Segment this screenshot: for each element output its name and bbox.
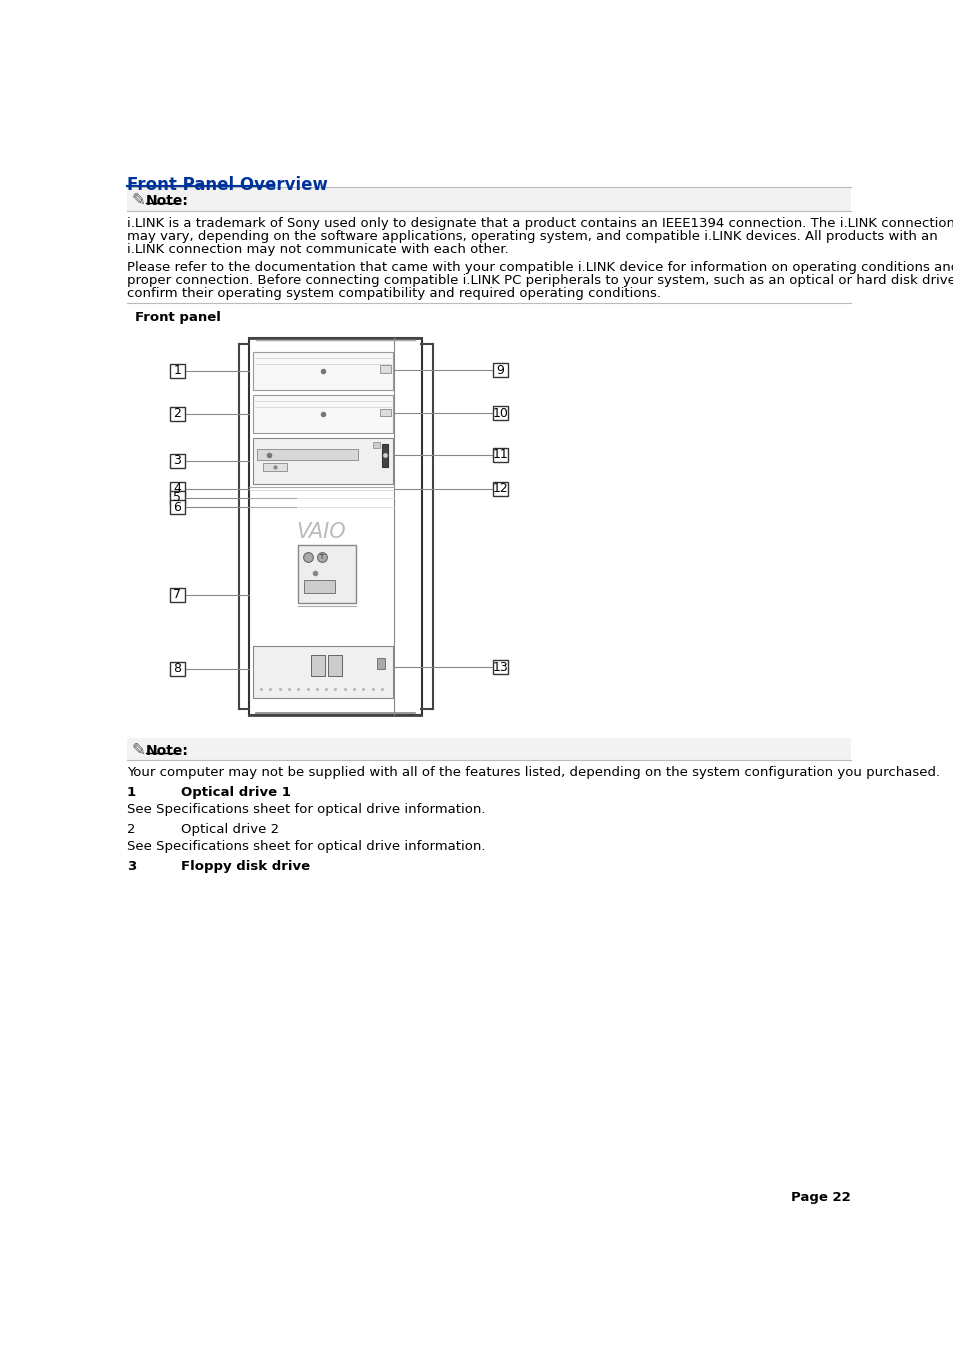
- Bar: [170, 490, 185, 505]
- Bar: [493, 407, 508, 420]
- Bar: [170, 662, 185, 676]
- Bar: [493, 363, 508, 377]
- Bar: [253, 351, 393, 390]
- Text: 2: 2: [127, 823, 135, 836]
- Bar: [170, 662, 185, 676]
- Bar: [493, 407, 508, 420]
- Bar: [263, 463, 286, 471]
- Text: 7: 7: [173, 588, 181, 601]
- Text: VAIO: VAIO: [296, 521, 346, 542]
- Bar: [170, 500, 185, 513]
- Bar: [170, 588, 185, 601]
- Text: See Specifications sheet for optical drive information.: See Specifications sheet for optical dri…: [127, 802, 485, 816]
- Bar: [170, 363, 185, 378]
- Bar: [127, 738, 850, 759]
- Bar: [249, 338, 421, 715]
- Text: 6: 6: [173, 501, 181, 513]
- Bar: [373, 442, 380, 447]
- Text: 3: 3: [173, 454, 181, 467]
- Text: may vary, depending on the software applications, operating system, and compatib: may vary, depending on the software appl…: [127, 230, 937, 243]
- Bar: [493, 447, 508, 462]
- Bar: [380, 365, 391, 373]
- Text: See Specifications sheet for optical drive information.: See Specifications sheet for optical dri…: [127, 840, 485, 852]
- Text: 10: 10: [492, 407, 508, 420]
- Text: Note:: Note:: [146, 193, 189, 208]
- Text: Note:: Note:: [146, 744, 189, 758]
- Text: 11: 11: [492, 449, 508, 461]
- Text: T: T: [319, 554, 323, 561]
- Bar: [170, 482, 185, 496]
- Text: 13: 13: [492, 661, 508, 674]
- Bar: [170, 407, 185, 422]
- Text: Optical drive 2: Optical drive 2: [181, 823, 279, 836]
- Bar: [170, 454, 185, 467]
- Text: 1: 1: [173, 365, 181, 377]
- Bar: [381, 444, 388, 467]
- Text: 1: 1: [127, 786, 136, 798]
- Text: 4: 4: [173, 482, 181, 494]
- Text: 12: 12: [492, 482, 508, 494]
- Bar: [493, 661, 508, 674]
- Bar: [170, 482, 185, 496]
- Bar: [127, 188, 850, 211]
- Text: Your computer may not be supplied with all of the features listed, depending on : Your computer may not be supplied with a…: [127, 766, 939, 778]
- Text: ✎: ✎: [132, 742, 146, 759]
- Bar: [253, 438, 393, 484]
- Bar: [493, 363, 508, 377]
- Text: 8: 8: [173, 662, 181, 676]
- Bar: [170, 363, 185, 378]
- Text: Optical drive 1: Optical drive 1: [181, 786, 291, 798]
- Bar: [311, 655, 325, 677]
- Bar: [493, 661, 508, 674]
- Bar: [304, 580, 335, 593]
- Text: ✎: ✎: [132, 190, 146, 208]
- Bar: [253, 646, 393, 698]
- Bar: [377, 658, 385, 669]
- Bar: [298, 544, 356, 603]
- Text: i.LINK is a trademark of Sony used only to designate that a product contains an : i.LINK is a trademark of Sony used only …: [127, 216, 953, 230]
- Text: i.LINK connection may not communicate with each other.: i.LINK connection may not communicate wi…: [127, 243, 508, 255]
- Bar: [493, 482, 508, 496]
- Bar: [328, 655, 342, 677]
- Text: Please refer to the documentation that came with your compatible i.LINK device f: Please refer to the documentation that c…: [127, 261, 953, 274]
- Bar: [257, 450, 357, 461]
- Text: 9: 9: [497, 363, 504, 377]
- Text: Front panel: Front panel: [134, 311, 220, 324]
- Text: Front Panel Overview: Front Panel Overview: [127, 176, 328, 195]
- Bar: [380, 408, 391, 416]
- Text: 5: 5: [173, 492, 181, 504]
- Bar: [170, 500, 185, 513]
- Text: Floppy disk drive: Floppy disk drive: [181, 859, 310, 873]
- Text: 2: 2: [173, 408, 181, 420]
- Bar: [170, 407, 185, 422]
- Text: confirm their operating system compatibility and required operating conditions.: confirm their operating system compatibi…: [127, 286, 660, 300]
- Bar: [170, 490, 185, 505]
- Bar: [493, 482, 508, 496]
- Bar: [170, 454, 185, 467]
- Text: proper connection. Before connecting compatible i.LINK PC peripherals to your sy: proper connection. Before connecting com…: [127, 274, 953, 286]
- Bar: [493, 447, 508, 462]
- Text: Page 22: Page 22: [790, 1190, 850, 1204]
- Text: 3: 3: [127, 859, 136, 873]
- Bar: [253, 394, 393, 434]
- Bar: [170, 588, 185, 601]
